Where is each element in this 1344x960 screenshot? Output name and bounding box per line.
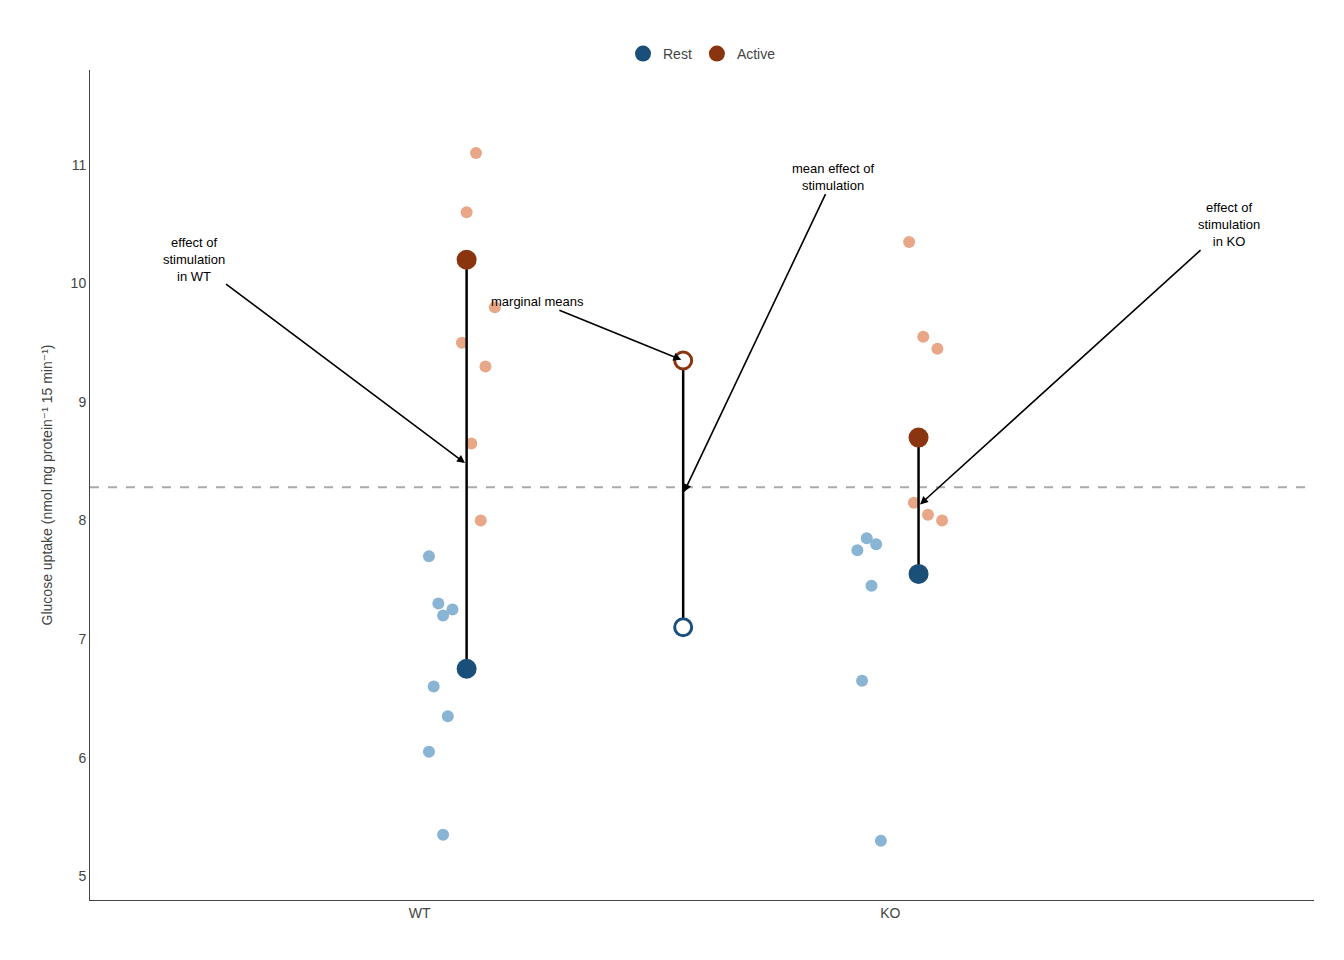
svg-text:mean effect ofstimulation: mean effect ofstimulation bbox=[792, 161, 875, 193]
svg-text:Rest: Rest bbox=[663, 46, 692, 62]
svg-text:effect ofstimulationin KO: effect ofstimulationin KO bbox=[1198, 200, 1260, 249]
svg-text:7: 7 bbox=[78, 631, 86, 647]
svg-text:10: 10 bbox=[71, 275, 87, 291]
svg-text:5: 5 bbox=[78, 868, 86, 884]
svg-text:9: 9 bbox=[78, 394, 86, 410]
svg-text:marginal means: marginal means bbox=[491, 294, 584, 309]
svg-text:Glucose uptake (nmol mg protei: Glucose uptake (nmol mg protein⁻¹ 15 min… bbox=[39, 345, 55, 626]
svg-text:KO: KO bbox=[880, 905, 900, 921]
svg-text:effect ofstimulationin WT: effect ofstimulationin WT bbox=[163, 235, 225, 284]
svg-text:WT: WT bbox=[409, 905, 431, 921]
svg-text:Active: Active bbox=[737, 46, 775, 62]
svg-text:6: 6 bbox=[78, 750, 86, 766]
svg-text:11: 11 bbox=[72, 157, 87, 173]
svg-text:8: 8 bbox=[78, 512, 86, 528]
